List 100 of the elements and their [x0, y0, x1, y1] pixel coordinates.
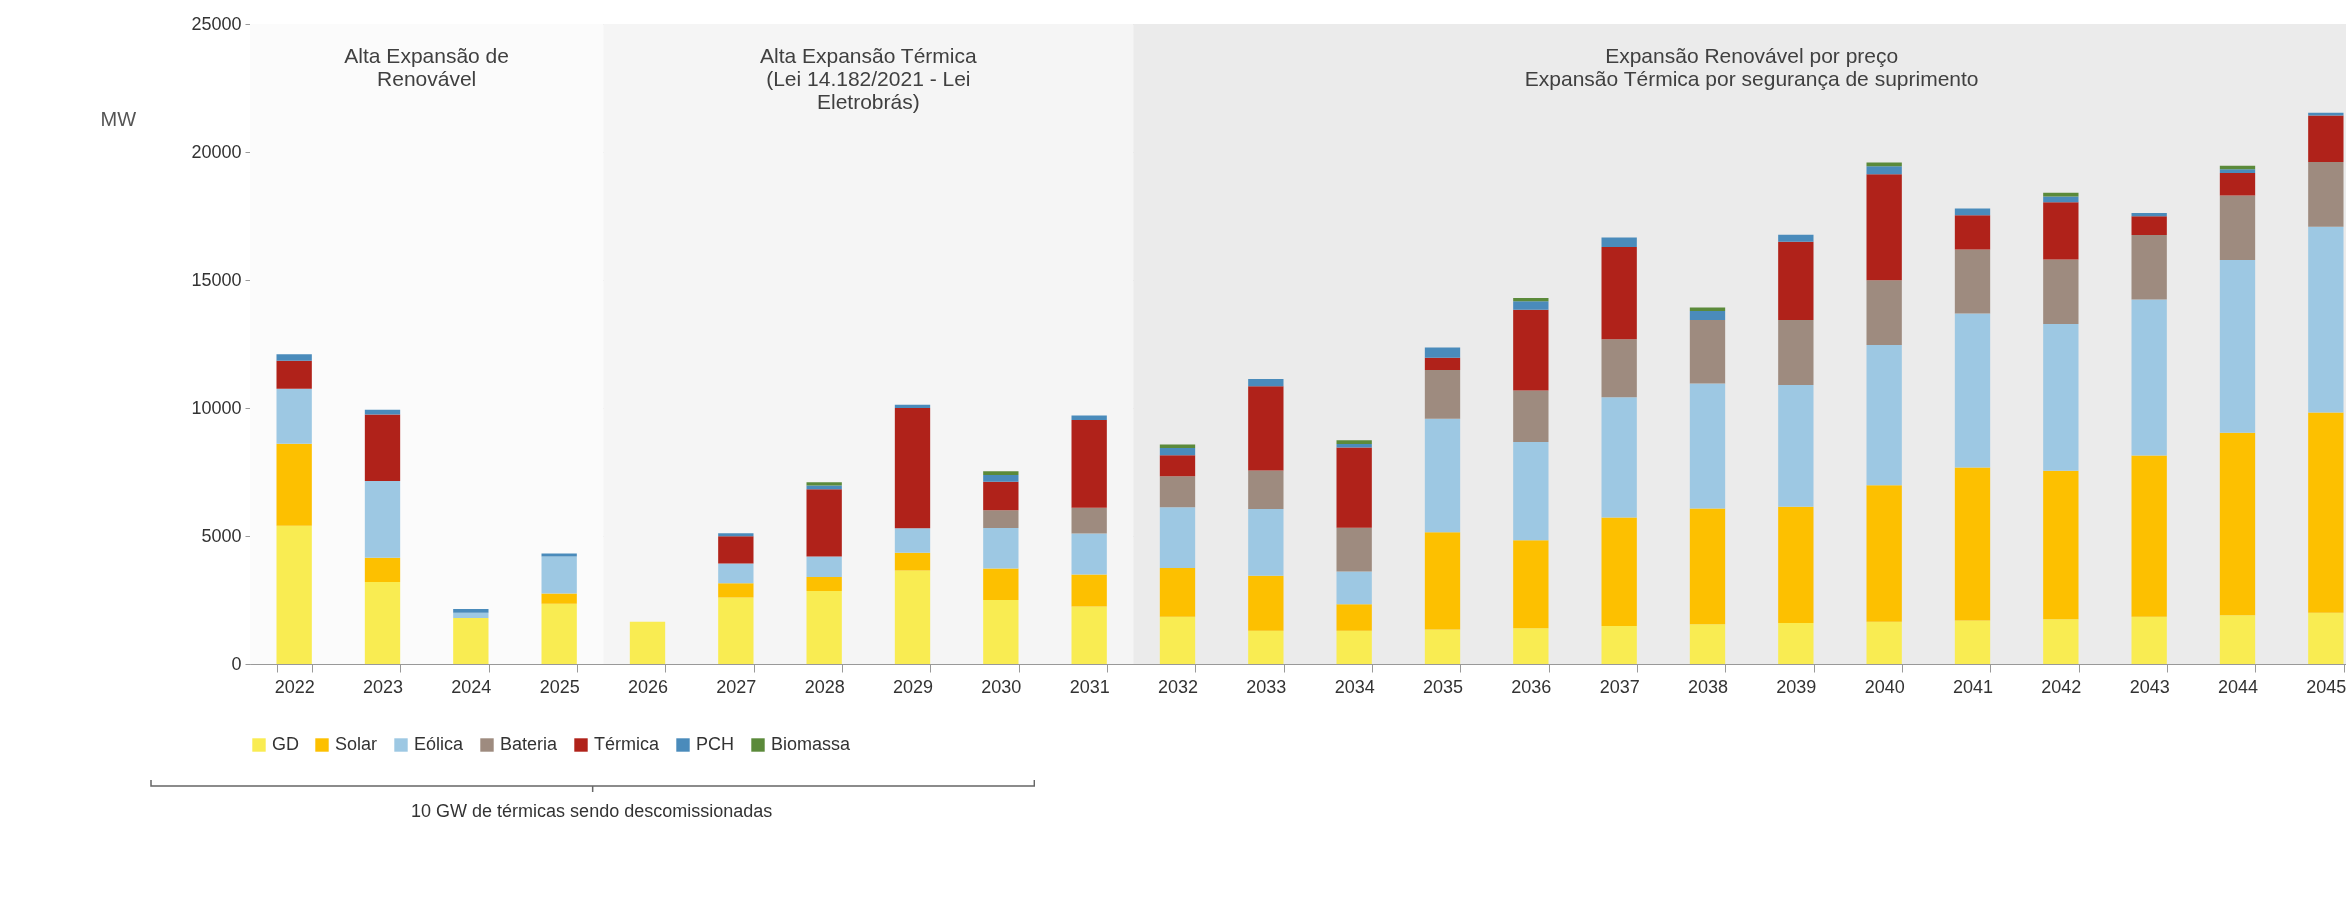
bar [1071, 606, 1107, 664]
bar [629, 621, 666, 664]
bar [1866, 174, 1902, 281]
bar [1866, 166, 1902, 175]
bar [2043, 202, 2079, 260]
bar [1248, 575, 1284, 631]
bar [1778, 506, 1814, 624]
bar [2131, 455, 2167, 617]
x-tick-label: 2030 [981, 676, 1022, 697]
bar [806, 482, 842, 486]
bar [1689, 624, 1726, 664]
legend-label: Biomassa [771, 734, 852, 754]
bar [2219, 169, 2256, 173]
bar [1866, 621, 1902, 664]
bar [1336, 440, 1372, 445]
bar [1778, 319, 1814, 385]
legend-label: Térmica [594, 734, 660, 754]
x-tick-label: 2024 [451, 676, 492, 697]
bar [806, 489, 842, 557]
bar [2131, 234, 2167, 300]
bar [541, 553, 577, 557]
bar [1601, 517, 1637, 627]
bar [541, 556, 577, 594]
bar [276, 443, 312, 526]
x-tick-label: 2043 [2129, 676, 2170, 697]
x-tick-label: 2025 [539, 676, 580, 697]
bar [1689, 508, 1726, 625]
bar [718, 563, 754, 584]
bar [1513, 442, 1549, 541]
bar [2308, 161, 2344, 227]
bar [1071, 420, 1107, 508]
bar [2043, 470, 2079, 620]
bar [894, 552, 931, 571]
bar [2308, 115, 2344, 162]
bar [2131, 299, 2167, 456]
bar [2219, 172, 2256, 196]
x-tick-label: 2037 [1599, 676, 1640, 697]
bar [806, 591, 842, 664]
bar [1248, 379, 1284, 387]
legend-label: Solar [335, 734, 378, 754]
bar [453, 608, 489, 613]
bar [983, 600, 1019, 664]
bar [983, 568, 1019, 600]
bar [1424, 347, 1461, 358]
bar [983, 510, 1019, 529]
bar [364, 582, 401, 664]
bar [1601, 237, 1637, 247]
bar [1954, 620, 1991, 664]
bar [2219, 260, 2256, 433]
x-tick-label: 2038 [1687, 676, 1729, 697]
x-tick-label: 2045 [2306, 676, 2346, 697]
text: 10 GW de térmicas sendo descomissionadas [411, 801, 773, 822]
bar [1159, 568, 1196, 617]
bar [1689, 319, 1726, 384]
x-tick-label: 2041 [1952, 676, 1994, 697]
legend-label: PCH [696, 734, 735, 754]
bar [1248, 630, 1284, 664]
bar [718, 597, 754, 664]
bar [1071, 574, 1107, 607]
bar [453, 617, 489, 664]
bar [1424, 357, 1461, 371]
x-tick-label: 2035 [1422, 676, 1464, 697]
bar [1689, 310, 1726, 320]
bar [276, 360, 312, 389]
bar [1954, 249, 1991, 314]
bar [1689, 307, 1726, 311]
bar [983, 475, 1019, 482]
bar [1159, 616, 1196, 664]
bar [894, 528, 931, 553]
legend-label: GD [272, 734, 299, 754]
bar [453, 612, 489, 618]
bar [1513, 390, 1549, 443]
bar [276, 354, 312, 361]
bar [718, 533, 754, 537]
x-tick-label: 2028 [804, 676, 845, 697]
y-tick-label: 0 [231, 653, 242, 674]
x-tick-label: 2022 [274, 676, 315, 697]
bar [983, 528, 1019, 569]
y-tick-label: 25000 [191, 13, 242, 34]
x-tick-label: 2027 [716, 676, 757, 697]
bar [1954, 215, 1991, 250]
x-tick-label: 2042 [2041, 676, 2082, 697]
bar [1601, 626, 1637, 664]
bar [1866, 345, 1902, 486]
band-label: Alta Expansão de Renovável [344, 44, 509, 90]
bar [276, 388, 312, 444]
bar [1336, 571, 1372, 605]
x-tick-label: 2032 [1157, 676, 1199, 697]
bar [1954, 467, 1991, 621]
bar [2043, 259, 2079, 325]
bar [1513, 540, 1549, 629]
bar [2219, 615, 2256, 664]
bar [983, 481, 1019, 511]
bar [541, 603, 577, 664]
x-tick-label: 2040 [1864, 676, 1905, 697]
bar [1336, 447, 1372, 528]
bar [1248, 509, 1284, 576]
legend-label: Eólica [414, 734, 465, 754]
bar [2043, 619, 2079, 664]
x-tick-label: 2034 [1334, 676, 1375, 697]
